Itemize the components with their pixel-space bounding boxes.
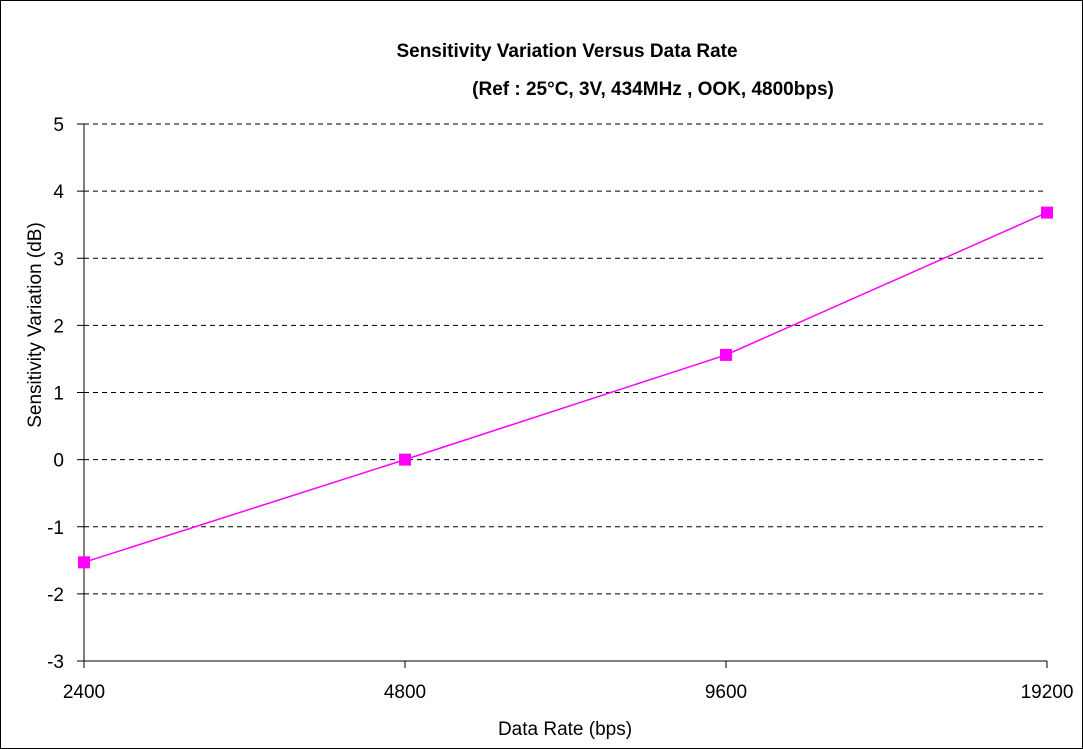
chart-subtitle: (Ref : 25°C, 3V, 434MHz , OOK, 4800bps) — [472, 79, 834, 100]
x-tick-label: 19200 — [1021, 682, 1074, 703]
grid-lines — [84, 123, 1047, 595]
x-tick-label: 2400 — [63, 682, 105, 703]
series-line — [83, 211, 1048, 564]
data-point-marker — [1041, 206, 1053, 219]
y-tick-label: 2 — [53, 316, 64, 337]
data-point-marker — [78, 556, 90, 569]
y-axis-title: Sensitivity Variation (dB) — [25, 222, 46, 428]
y-tick-labels: 5 4 3 2 1 0 -1 -2 -3 — [47, 115, 64, 673]
y-tick-label: -1 — [47, 518, 64, 539]
y-tick-label: 3 — [53, 249, 64, 270]
data-point-marker — [399, 453, 411, 466]
series-layer — [78, 206, 1053, 569]
data-point-marker — [720, 348, 732, 361]
x-axis-title: Data Rate (bps) — [498, 719, 632, 740]
y-tick-label: 0 — [53, 451, 64, 472]
x-tick-label: 4800 — [384, 682, 426, 703]
y-tick-label: -3 — [47, 652, 64, 673]
y-tick-label: 4 — [53, 182, 64, 203]
y-tick-label: 5 — [53, 115, 64, 136]
chart-title: Sensitivity Variation Versus Data Rate — [396, 41, 737, 62]
x-tick-labels: 2400 4800 9600 19200 — [63, 682, 1074, 703]
y-tick-label: -2 — [47, 585, 64, 606]
axes — [77, 123, 1048, 668]
x-tick-label: 9600 — [705, 682, 747, 703]
y-tick-label: 1 — [53, 384, 64, 405]
